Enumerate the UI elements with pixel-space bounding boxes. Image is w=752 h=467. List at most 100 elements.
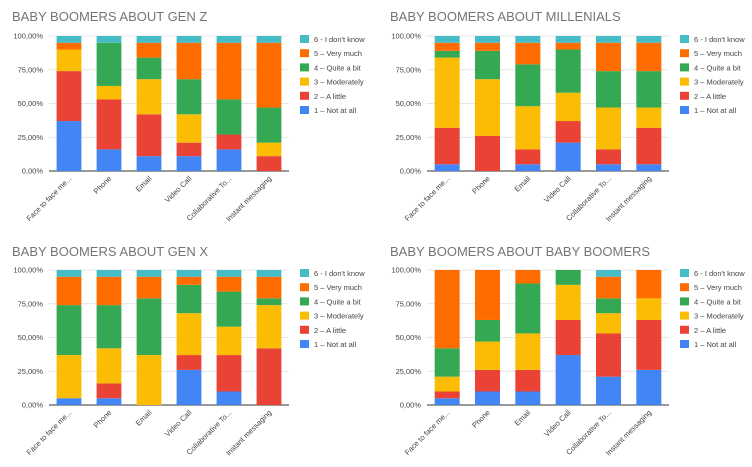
legend-label: 5 – Very much [694, 49, 742, 58]
y-tick-label: 75,00% [18, 299, 44, 308]
bar-segment [474, 319, 501, 342]
bar-segment [474, 270, 501, 320]
bar-segment [555, 142, 581, 171]
chart-title: BABY BOOMERS ABOUT MILLENIALS [390, 9, 621, 24]
bar-segment [555, 355, 581, 405]
bar-segment [595, 313, 622, 334]
legend-swatch [680, 49, 689, 58]
legend-label: 2 – A little [694, 92, 726, 101]
y-tick-label: 50,00% [18, 333, 44, 342]
bar-segment [434, 376, 460, 392]
bar-segment [96, 270, 122, 277]
legend-swatch [300, 283, 309, 292]
bar-segment [595, 149, 622, 165]
legend-swatch [680, 297, 689, 306]
chart-panel-1: BABY BOOMERS ABOUT GEN Z 0,00% 25,00% 50,00… [12, 9, 365, 223]
y-tick-label: 0,00% [22, 167, 44, 176]
bar-segment [216, 42, 242, 100]
bar-segment [515, 270, 541, 284]
legend-swatch [300, 35, 309, 43]
bar-segment [636, 164, 662, 171]
bar-segment [515, 64, 541, 107]
x-tick-label: Face to face me... [403, 174, 452, 223]
bar-segment [96, 348, 122, 384]
bar-segment [176, 114, 202, 143]
legend-label: 5 – Very much [694, 283, 742, 292]
legend-swatch [300, 311, 309, 320]
bar-segment [595, 107, 622, 150]
bar-segment [216, 391, 242, 405]
legend-swatch [680, 77, 689, 86]
legend-label: 2 – A little [314, 92, 346, 101]
y-tick-label: 75,00% [396, 65, 422, 74]
bar-segment [595, 164, 622, 171]
legend-swatch [680, 269, 689, 277]
bar-segment [96, 85, 122, 100]
bar-segment [555, 270, 581, 285]
y-tick-label: 25,00% [396, 133, 422, 142]
bar-segment [56, 355, 82, 399]
bar-segment [555, 36, 581, 43]
bar-segment [216, 36, 242, 43]
bar-segment [56, 305, 82, 356]
legend-label: 1 – Not at all [314, 106, 356, 115]
bar-segment [595, 71, 622, 108]
bar-segment [176, 313, 202, 356]
bar-segment [636, 42, 662, 72]
bar-segment [256, 156, 282, 171]
x-tick-label: Phone [92, 408, 114, 430]
bar-segment [256, 276, 282, 299]
bar-segment [56, 276, 82, 306]
bar-segment [515, 283, 541, 334]
bar-segment [176, 79, 202, 115]
legend-label: 6 - I don't know [314, 269, 365, 278]
legend-label: 1 – Not at all [314, 340, 356, 349]
x-tick-label: Email [513, 408, 533, 428]
chart-panel-4: BABY BOOMERS ABOUT BABY BOOMERS 0,00% 25,0… [390, 244, 745, 457]
bar-segment [176, 156, 202, 171]
bar-segment [136, 156, 162, 171]
bar-segment [636, 36, 662, 43]
legend-label: 5 – Very much [314, 49, 362, 58]
bar-segment [56, 42, 82, 50]
bar-segment [216, 291, 242, 327]
chart-title: BABY BOOMERS ABOUT GEN Z [12, 9, 207, 24]
bar-segment [515, 369, 541, 392]
bar-segment [56, 270, 82, 277]
bar-segment [434, 127, 460, 165]
bar-segment [256, 348, 282, 405]
bar-segment [256, 142, 282, 157]
legend-swatch [300, 269, 309, 277]
bar-segment [434, 164, 460, 171]
legend-label: 3 – Moderately [694, 78, 744, 87]
bar-segment [555, 319, 581, 356]
y-tick-label: 0,00% [400, 167, 422, 176]
bar-segment [555, 49, 581, 93]
legend-swatch [680, 91, 689, 100]
bar-segment [256, 305, 282, 349]
bar-segment [636, 127, 662, 165]
bar-segment [595, 270, 622, 277]
bar-segment [96, 276, 122, 306]
bar-segment [96, 383, 122, 399]
y-tick-label: 100,00% [391, 266, 421, 275]
bar-segment [136, 42, 162, 58]
y-tick-label: 50,00% [396, 99, 422, 108]
y-tick-label: 25,00% [18, 367, 44, 376]
bar-segment [636, 107, 662, 128]
legend-swatch [680, 63, 689, 72]
bar-segment [434, 348, 460, 377]
y-tick-label: 75,00% [18, 65, 44, 74]
legend-swatch [300, 106, 309, 114]
legend-label: 5 – Very much [314, 283, 362, 292]
bar-segment [136, 270, 162, 277]
legend-swatch [300, 297, 309, 306]
y-tick-label: 50,00% [18, 99, 44, 108]
legend-label: 3 – Moderately [314, 312, 364, 321]
legend-label: 3 – Moderately [314, 78, 364, 87]
bar-segment [176, 284, 202, 314]
bar-segment [216, 355, 242, 392]
bar-segment [515, 106, 541, 150]
y-tick-label: 0,00% [22, 401, 44, 410]
legend-swatch [680, 311, 689, 320]
